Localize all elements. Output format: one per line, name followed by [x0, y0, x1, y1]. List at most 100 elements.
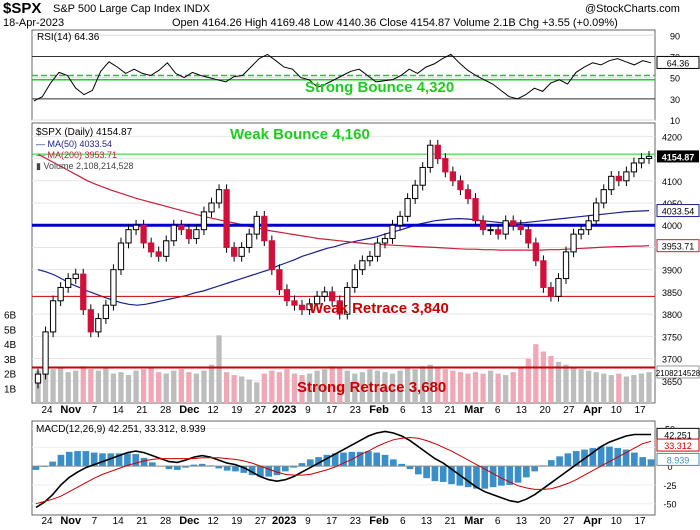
candle-body — [630, 162, 638, 173]
volume-bar — [284, 369, 290, 403]
ma-last-value: 3953.71 — [662, 242, 695, 252]
volume-bar — [638, 373, 645, 403]
macd-last-value: 33.312 — [664, 441, 692, 451]
volume-bar — [329, 366, 335, 403]
macd-histogram-bar — [265, 466, 273, 477]
x-tick-label: Mar — [464, 404, 484, 416]
date-label: 18-Apr-2023 — [3, 17, 65, 29]
macd-histogram-bar — [556, 456, 563, 467]
volume-bar — [570, 367, 577, 403]
volume-bar — [503, 375, 509, 403]
volume-bar — [420, 366, 426, 403]
macd-histogram-bar — [523, 466, 530, 478]
macd-x-tick-label: 2023 — [272, 515, 296, 527]
candle-body — [185, 229, 193, 240]
volume-bar — [118, 372, 124, 403]
volume-bar — [593, 372, 599, 403]
x-tick-label: 19 — [231, 405, 243, 416]
price-tick-label: 4000 — [662, 221, 682, 231]
macd-histogram-bar — [82, 451, 90, 467]
volume-bar — [314, 370, 320, 403]
macd-x-tick-label: 17 — [326, 516, 338, 527]
macd-histogram-bar — [431, 466, 439, 482]
volume-bar — [352, 373, 358, 403]
macd-x-tick-label: 10 — [611, 516, 623, 527]
candle-body — [510, 220, 517, 226]
candle-body — [253, 215, 260, 235]
candle-body — [49, 300, 57, 333]
volume-tick-label: 2B — [4, 370, 17, 381]
candle-body — [419, 166, 426, 186]
volume-bar — [223, 372, 230, 403]
macd-histogram-bar — [107, 453, 115, 467]
candle-body — [479, 220, 487, 231]
macd-x-tick-label: 20 — [540, 516, 552, 527]
candle-body — [585, 220, 592, 231]
volume-bar — [374, 370, 381, 403]
candle-body — [570, 233, 577, 253]
volume-bar — [140, 369, 147, 403]
macd-histogram-bar — [232, 466, 239, 472]
x-tick-label: 27 — [563, 405, 575, 416]
macd-histogram-bar — [215, 466, 223, 469]
volume-bar — [163, 373, 169, 403]
volume-bar — [73, 370, 79, 403]
x-tick-label: Nov — [60, 404, 82, 416]
rsi-line — [33, 53, 652, 102]
candle-body — [200, 211, 208, 231]
volume-bar — [103, 367, 109, 403]
candle-body — [389, 224, 396, 240]
price-tick-label: 3850 — [662, 288, 682, 298]
macd-histogram-bar — [323, 454, 331, 467]
price-tick-label: 3750 — [662, 332, 682, 342]
macd-histogram-bar — [498, 466, 505, 486]
macd-x-tick-label: 6 — [495, 516, 501, 527]
macd-histogram-bar — [65, 451, 73, 467]
macd-x-tick-label: 17 — [634, 516, 646, 527]
volume-bar — [291, 373, 298, 403]
volume-bar — [578, 369, 584, 403]
volume-bar — [608, 375, 614, 403]
volume-bar — [465, 373, 471, 403]
macd-histogram-bar — [315, 457, 322, 467]
candle-body — [283, 289, 291, 302]
candle-body — [434, 144, 441, 160]
candle-body — [494, 229, 502, 235]
volume-bar — [382, 372, 388, 403]
rsi-tick-label: 50 — [670, 74, 680, 84]
volume-bar — [178, 369, 184, 403]
candle-body — [291, 300, 298, 306]
macd-histogram-bar — [398, 463, 405, 467]
macd-x-tick-label: 9 — [305, 516, 311, 527]
x-tick-label: 6 — [495, 405, 501, 416]
macd-x-tick-label: Dec — [179, 515, 199, 527]
volume-bar — [631, 375, 637, 403]
volume-bar — [299, 375, 305, 403]
macd-histogram-bar — [340, 452, 347, 467]
macd-histogram-bar — [589, 448, 597, 467]
candle-body — [593, 202, 600, 222]
volume-bar — [367, 369, 373, 403]
macd-histogram-bar — [74, 451, 81, 467]
macd-line — [35, 430, 651, 509]
volume-bar — [510, 372, 516, 403]
watermark: @StockCharts.com — [585, 3, 680, 15]
macd-x-tick-label: 27 — [255, 516, 267, 527]
macd-last-box — [656, 438, 700, 452]
candle-body — [321, 291, 328, 297]
volume-bar — [276, 372, 283, 403]
macd-histogram-bar — [390, 459, 397, 467]
price-tick-label: 3650 — [662, 377, 682, 387]
volume-bar — [254, 382, 260, 403]
candle-body — [359, 260, 366, 271]
macd-histogram-bar — [506, 466, 514, 485]
macd-histogram-bar — [115, 453, 123, 467]
volume-bar — [110, 373, 117, 403]
x-tick-label: 21 — [136, 405, 148, 416]
candle-body — [336, 300, 343, 315]
x-tick-label: 17 — [326, 405, 338, 416]
candle-body — [404, 198, 411, 217]
volume-bar — [186, 372, 192, 403]
x-tick-label: Dec — [179, 404, 199, 416]
candle-body — [170, 224, 177, 242]
